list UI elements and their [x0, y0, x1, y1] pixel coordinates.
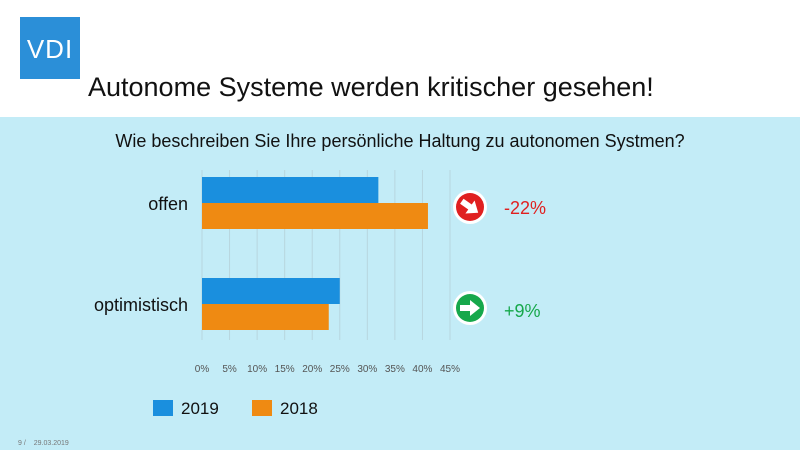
logo-text: VDI [26, 34, 74, 64]
change-offen: -22% [504, 198, 547, 218]
x-tick-label: 30% [357, 364, 377, 375]
change-optimistisch: +9% [504, 301, 541, 321]
slide-title: Autonome Systeme werden kritischer geseh… [88, 72, 654, 102]
footer-date: 29.03.2019 [33, 440, 69, 447]
x-tick-label: 40% [412, 364, 432, 375]
chart-question: Wie beschreiben Sie Ihre persönliche Hal… [115, 131, 685, 151]
x-tick-label: 25% [330, 364, 350, 375]
x-tick-label: 15% [275, 364, 295, 375]
legend-label-2018: 2018 [280, 399, 318, 418]
x-tick-label: 0% [195, 364, 210, 375]
page-number: 9 / [18, 440, 26, 447]
footer: 9 / 29.03.2019 [18, 440, 75, 447]
x-tick-label: 35% [385, 364, 405, 375]
vdi-logo: VDI [20, 17, 80, 79]
legend-label-2019: 2019 [181, 399, 219, 418]
legend-swatch-2019 [153, 400, 173, 416]
bar-2018-optimistisch [202, 304, 329, 330]
bar-2019-optimistisch [202, 278, 340, 304]
down-right-arrow-icon [453, 190, 487, 224]
x-tick-label: 5% [222, 364, 237, 375]
category-label-optimistisch: optimistisch [93, 295, 188, 315]
x-tick-label: 20% [302, 364, 322, 375]
x-tick-label: 45% [440, 364, 460, 375]
bar-2018-offen [202, 203, 428, 229]
right-arrow-icon [453, 291, 487, 325]
bar-2019-offen [202, 177, 379, 203]
x-tick-label: 10% [247, 364, 267, 375]
category-label-offen: offen [148, 194, 188, 214]
legend-swatch-2018 [252, 400, 272, 416]
content-panel [0, 117, 800, 450]
